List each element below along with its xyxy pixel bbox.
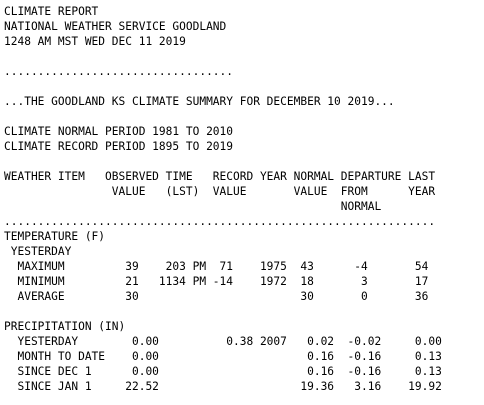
- temperature-row-average: AVERAGE 30 30 0 36: [4, 290, 429, 303]
- normal-period: CLIMATE NORMAL PERIOD 1981 TO 2010: [4, 125, 234, 138]
- blank-line: [4, 109, 482, 124]
- issue-time: 1248 AM MST WED DEC 11 2019: [4, 35, 186, 48]
- issuing-office: NATIONAL WEATHER SERVICE GOODLAND: [4, 20, 227, 33]
- dot-separator: ..................................: [4, 65, 234, 78]
- temperature-row-maximum: MAXIMUM 39 203 PM 71 1975 43 -4 54: [4, 260, 429, 273]
- summary-title: ...THE GOODLAND KS CLIMATE SUMMARY FOR D…: [4, 95, 395, 108]
- precipitation-heading: PRECIPITATION (IN): [4, 320, 126, 333]
- column-header-line: VALUE (LST) VALUE VALUE FROM YEAR: [4, 185, 436, 198]
- report-title: CLIMATE REPORT: [4, 5, 99, 18]
- precipitation-row-since-jan-1: SINCE JAN 1 22.52 19.36 3.16 19.92: [4, 380, 442, 393]
- blank-line: [4, 49, 482, 64]
- table-divider: ........................................…: [4, 215, 436, 228]
- temperature-subheading: YESTERDAY: [4, 245, 72, 258]
- temperature-heading: TEMPERATURE (F): [4, 230, 106, 243]
- temperature-row-minimum: MINIMUM 21 1134 PM -14 1972 18 3 17: [4, 275, 429, 288]
- column-header-line: NORMAL: [4, 200, 382, 213]
- precipitation-row-month-to-date: MONTH TO DATE 0.00 0.16 -0.16 0.13: [4, 350, 442, 363]
- blank-line: [4, 154, 482, 169]
- blank-line: [4, 304, 482, 319]
- climate-report: CLIMATE REPORT NATIONAL WEATHER SERVICE G…: [4, 4, 482, 394]
- precipitation-row-yesterday: YESTERDAY 0.00 0.38 2007 0.02 -0.02 0.00: [4, 335, 442, 348]
- column-header-line: WEATHER ITEM OBSERVED TIME RECORD YEAR N…: [4, 170, 436, 183]
- precipitation-row-since-dec-1: SINCE DEC 1 0.00 0.16 -0.16 0.13: [4, 365, 442, 378]
- record-period: CLIMATE RECORD PERIOD 1895 TO 2019: [4, 140, 234, 153]
- blank-line: [4, 79, 482, 94]
